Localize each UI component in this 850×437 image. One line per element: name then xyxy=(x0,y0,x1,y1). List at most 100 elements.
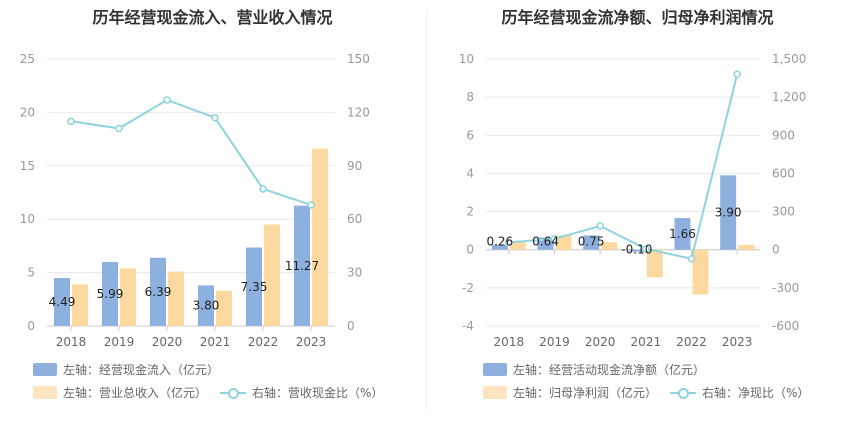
y-tick-left: 2 xyxy=(466,205,474,219)
legend-item[interactable]: 左轴：经营活动现金流净额（亿元） xyxy=(483,361,705,378)
chart-title: 历年经营现金流入、营业收入情况 xyxy=(92,8,333,27)
bar-series-1 xyxy=(198,285,214,326)
data-label: 4.49 xyxy=(49,295,76,309)
bar-series-2 xyxy=(692,249,709,295)
legend-swatch-line xyxy=(670,386,696,399)
y-tick-left: 8 xyxy=(466,90,474,104)
chart-panel-left: 历年经营现金流入、营业收入情况 0 5 10 15 20 25 0 30 60 90 120 150 2… xyxy=(20,8,384,401)
bar-series-2 xyxy=(168,271,184,326)
line-series xyxy=(508,74,739,260)
bar-series-2 xyxy=(216,290,232,326)
x-tick-label: 2021 xyxy=(200,335,231,349)
data-label: 3.90 xyxy=(715,206,742,220)
chart-title: 历年经营现金流净额、归母净利润情况 xyxy=(501,8,774,27)
x-tick-label: 2023 xyxy=(296,335,327,349)
data-label: 5.99 xyxy=(97,287,124,301)
y-tick-right: 0 xyxy=(347,319,355,333)
legend-label: 左轴：营业总收入（亿元） xyxy=(63,386,208,400)
bar-series-1 xyxy=(674,218,691,250)
panel-divider xyxy=(426,10,427,410)
legend-label: 右轴：营收现金比（%） xyxy=(252,386,384,400)
y-tick-left: -2 xyxy=(462,281,474,295)
data-label: 0.64 xyxy=(532,235,559,249)
data-label: -0.10 xyxy=(621,243,652,257)
x-tick-label: 2022 xyxy=(676,335,707,349)
data-label: 0.75 xyxy=(578,235,605,249)
line-point xyxy=(307,201,315,209)
line-point xyxy=(163,96,171,104)
y-tick-right: 1,500 xyxy=(772,52,806,66)
y-tick-left: 0 xyxy=(466,243,474,257)
bar-series-1 xyxy=(294,205,310,326)
y-tick-right: 60 xyxy=(347,212,362,226)
line-point xyxy=(596,222,604,230)
legend-item[interactable]: 左轴：经营现金流入（亿元） xyxy=(33,361,219,378)
y-tick-left: -4 xyxy=(462,319,474,333)
y-tick-left: 10 xyxy=(20,212,35,226)
bar-series-2 xyxy=(72,284,88,326)
y-tick-left: 10 xyxy=(459,52,474,66)
bar-series-1 xyxy=(54,278,70,326)
line-point xyxy=(211,113,219,122)
legend-item[interactable]: 左轴：营业总收入（亿元） xyxy=(33,384,207,401)
y-tick-right: 90 xyxy=(347,159,362,173)
y-tick-left: 6 xyxy=(466,128,474,142)
data-label: 0.26 xyxy=(486,235,513,249)
bar-series-2 xyxy=(509,241,526,250)
data-label: 11.27 xyxy=(285,259,319,273)
x-tick-label: 2019 xyxy=(104,335,135,349)
bar-series-1 xyxy=(583,235,600,250)
legend-label: 左轴：经营现金流入（亿元） xyxy=(63,363,220,377)
legend-label: 左轴：经营活动现金流净额（亿元） xyxy=(513,363,706,377)
bar-series-2 xyxy=(555,235,572,250)
bar-series-1 xyxy=(246,247,262,326)
y-tick-right: 900 xyxy=(772,128,795,142)
y-tick-right: 30 xyxy=(347,266,362,280)
y-tick-left: 4 xyxy=(466,166,474,180)
x-tick-label: 2021 xyxy=(631,335,662,349)
bar-series-2 xyxy=(120,268,136,326)
bar-series-2 xyxy=(264,224,280,326)
x-tick-label: 2018 xyxy=(56,335,87,349)
legend-item[interactable]: 左轴：归母净利润（亿元） xyxy=(483,384,657,401)
legend-item[interactable]: 右轴：净现比（%） xyxy=(670,384,809,401)
chart-svg-left: 0 5 10 15 20 25 0 30 60 90 120 150 2018 2019 2020 2021 2… xyxy=(20,52,370,349)
line-series xyxy=(70,98,312,206)
y-tick-left: 15 xyxy=(20,159,35,173)
chart-svg-right: -4 -2 0 2 4 6 8 10 -600 -300 0 300 600 900 1,200 1,500 2… xyxy=(459,52,807,349)
y-tick-right: 300 xyxy=(772,205,795,219)
line-point xyxy=(115,124,123,133)
legend-swatch-line xyxy=(220,386,246,399)
line-point xyxy=(67,117,75,126)
data-label: 1.66 xyxy=(669,227,696,241)
y-tick-right: 1,200 xyxy=(772,90,806,104)
data-label: 6.39 xyxy=(145,285,172,299)
data-label: 7.35 xyxy=(241,280,268,294)
x-tick-label: 2020 xyxy=(585,335,616,349)
legend-item[interactable]: 右轴：营收现金比（%） xyxy=(220,384,383,401)
bar-series-2 xyxy=(646,249,663,278)
bar-series-1 xyxy=(720,175,737,250)
line-point xyxy=(733,70,741,79)
x-tick-label: 2022 xyxy=(248,335,279,349)
legend-swatch-bar xyxy=(483,386,507,399)
y-tick-right: -300 xyxy=(772,281,799,295)
x-tick-label: 2020 xyxy=(152,335,183,349)
x-tick-label: 2018 xyxy=(494,335,525,349)
line-point xyxy=(687,254,696,263)
y-tick-right: 600 xyxy=(772,166,795,180)
line-point xyxy=(259,185,267,193)
legend-label: 左轴：归母净利润（亿元） xyxy=(513,386,658,400)
y-tick-left: 20 xyxy=(20,105,35,119)
y-tick-left: 25 xyxy=(20,52,35,66)
legend-label: 右轴：净现比（%） xyxy=(702,386,810,400)
data-label: 3.80 xyxy=(193,299,220,313)
bar-series-1 xyxy=(102,262,118,326)
x-tick-label: 2023 xyxy=(722,335,753,349)
y-tick-left: 0 xyxy=(27,319,35,333)
bar-series-2 xyxy=(738,244,755,250)
y-tick-left: 5 xyxy=(27,266,35,280)
legend-swatch-bar xyxy=(483,363,507,376)
bar-series-1 xyxy=(150,257,166,326)
legend-swatch-bar xyxy=(33,386,57,399)
